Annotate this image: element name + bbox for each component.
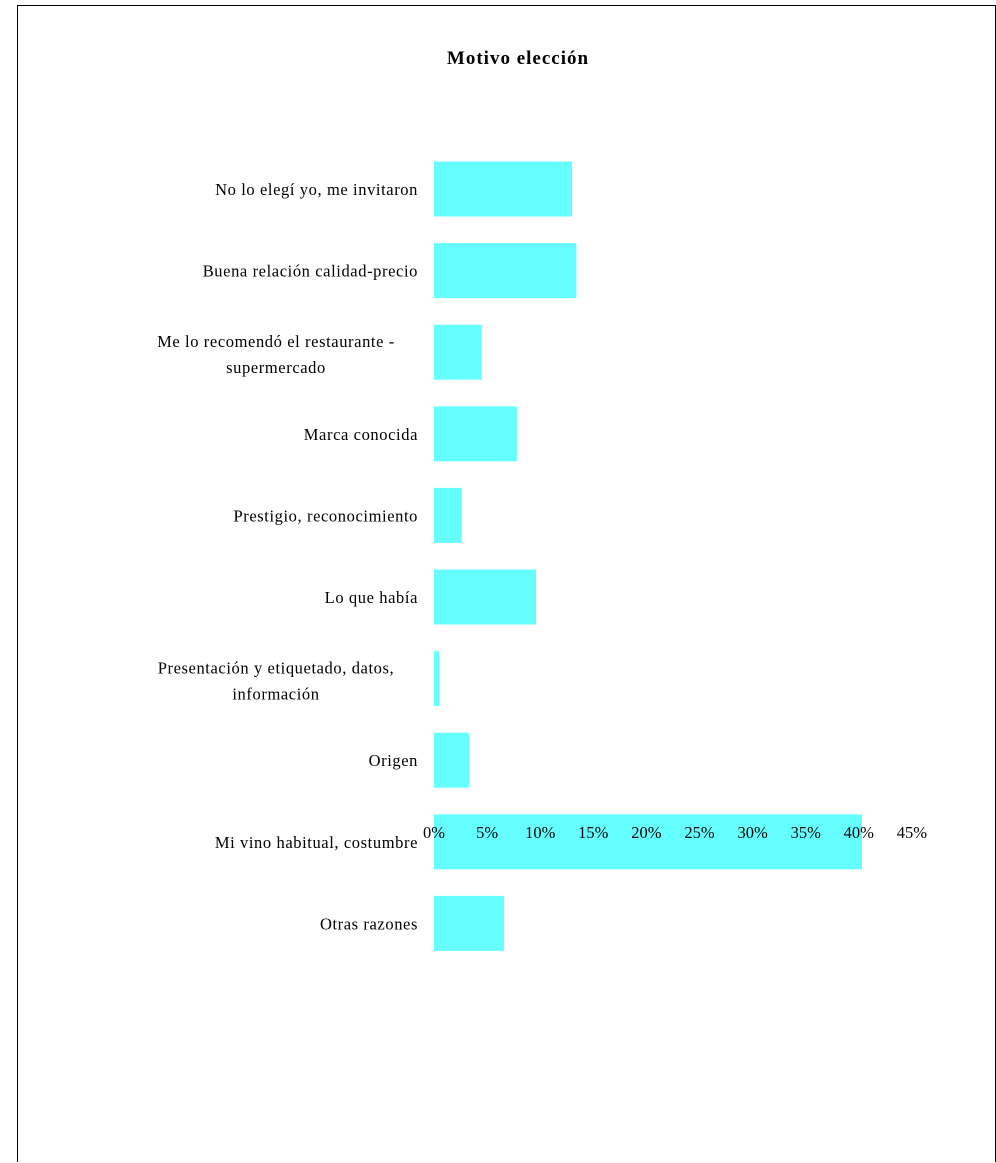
chart-frame: Motivo elección No lo elegí yo, me invit… [17,5,996,1162]
chart-title: Motivo elección [447,48,589,69]
category-label: Lo que había [325,588,418,607]
x-tick-label: 5% [476,823,498,842]
bar-4 [434,406,517,462]
category-label: Marca conocida [304,425,418,444]
x-tick-label: 45% [897,823,928,842]
bar-6 [434,569,536,625]
x-tick-label: 10% [525,823,556,842]
bar-8 [434,732,470,788]
bar-chart: Motivo elección No lo elegí yo, me invit… [157,48,927,951]
bar-5 [434,487,462,543]
category-label: No lo elegí yo, me invitaron [215,180,418,199]
x-tick-label: 40% [844,823,875,842]
category-labels-group: No lo elegí yo, me invitaron Buena relaci… [157,180,418,933]
bar-9 [434,814,862,870]
x-tick-label: 15% [578,823,609,842]
x-tick-label: 35% [791,823,822,842]
category-label: Mi vino habitual, costumbre [215,833,418,852]
x-tick-label: 25% [684,823,715,842]
x-tick-label: 0% [423,823,445,842]
category-label: Me lo recomendó el restaurante -supermer… [157,332,395,377]
category-label: Presentación y etiquetado, datos, informa… [158,659,395,704]
bar-2 [434,243,577,299]
bar-7 [434,651,440,707]
bar-3 [434,324,482,380]
bar-10 [434,895,505,951]
category-label: Buena relación calidad-precio [203,262,418,281]
x-tick-labels-group: 0% 5% 10% 15% 20% 25% 30% 35% 40% 45% [423,823,927,842]
x-tick-label: 30% [737,823,768,842]
category-label: Origen [369,751,418,770]
category-label: Otras razones [320,914,418,933]
category-label: Prestigio, reconocimiento [233,506,418,525]
bar-1 [434,161,573,217]
bars-group [434,161,862,951]
x-tick-label: 20% [631,823,662,842]
